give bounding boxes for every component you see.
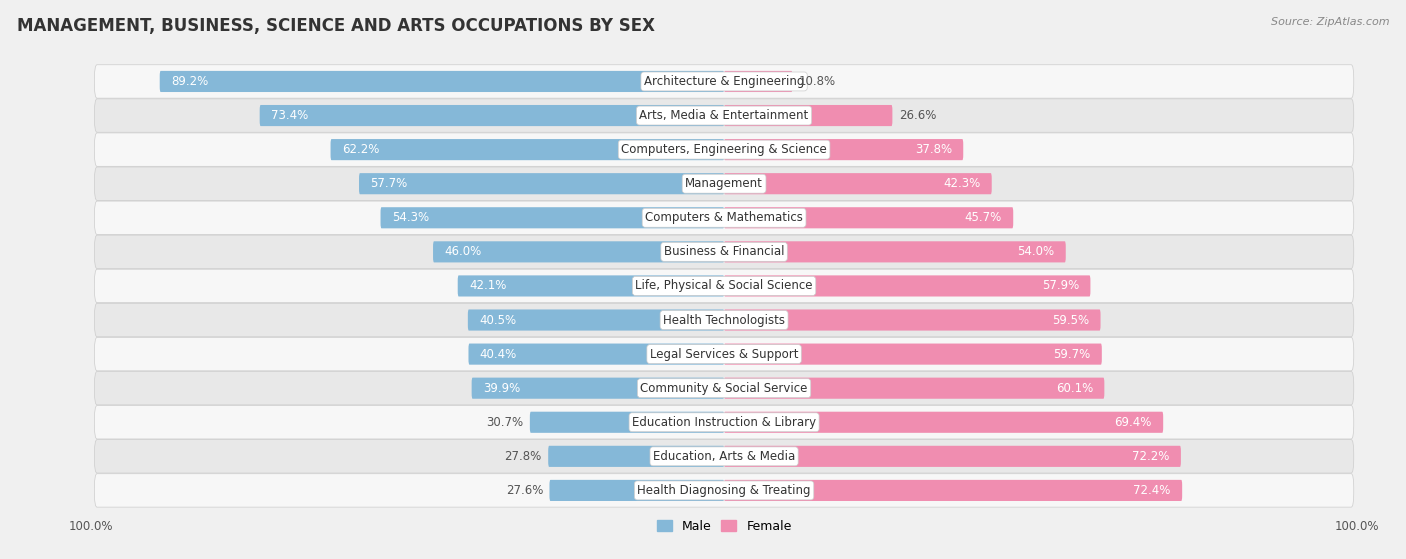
Text: Education, Arts & Media: Education, Arts & Media — [652, 450, 796, 463]
FancyBboxPatch shape — [724, 344, 1102, 364]
Text: Arts, Media & Entertainment: Arts, Media & Entertainment — [640, 109, 808, 122]
Text: MANAGEMENT, BUSINESS, SCIENCE AND ARTS OCCUPATIONS BY SEX: MANAGEMENT, BUSINESS, SCIENCE AND ARTS O… — [17, 17, 655, 35]
FancyBboxPatch shape — [94, 99, 1354, 132]
Text: 62.2%: 62.2% — [342, 143, 380, 156]
FancyBboxPatch shape — [724, 139, 963, 160]
FancyBboxPatch shape — [471, 378, 724, 399]
FancyBboxPatch shape — [724, 105, 893, 126]
Text: Life, Physical & Social Science: Life, Physical & Social Science — [636, 280, 813, 292]
FancyBboxPatch shape — [94, 133, 1354, 167]
FancyBboxPatch shape — [381, 207, 724, 228]
Text: 46.0%: 46.0% — [444, 245, 482, 258]
FancyBboxPatch shape — [724, 310, 1101, 330]
FancyBboxPatch shape — [468, 344, 724, 364]
FancyBboxPatch shape — [724, 276, 1091, 296]
FancyBboxPatch shape — [724, 241, 1066, 262]
FancyBboxPatch shape — [94, 65, 1354, 98]
Text: 59.5%: 59.5% — [1052, 314, 1090, 326]
Text: 57.7%: 57.7% — [370, 177, 408, 190]
Text: 57.9%: 57.9% — [1042, 280, 1078, 292]
FancyBboxPatch shape — [94, 338, 1354, 371]
FancyBboxPatch shape — [724, 411, 1163, 433]
FancyBboxPatch shape — [724, 207, 1014, 228]
FancyBboxPatch shape — [724, 378, 1104, 399]
FancyBboxPatch shape — [94, 167, 1354, 200]
FancyBboxPatch shape — [548, 446, 724, 467]
Text: 40.5%: 40.5% — [479, 314, 516, 326]
FancyBboxPatch shape — [458, 276, 724, 296]
FancyBboxPatch shape — [359, 173, 724, 195]
Text: 60.1%: 60.1% — [1056, 382, 1092, 395]
Text: 37.8%: 37.8% — [915, 143, 952, 156]
Text: 69.4%: 69.4% — [1115, 416, 1152, 429]
FancyBboxPatch shape — [550, 480, 724, 501]
FancyBboxPatch shape — [530, 411, 724, 433]
Text: 72.2%: 72.2% — [1132, 450, 1170, 463]
FancyBboxPatch shape — [260, 105, 724, 126]
FancyBboxPatch shape — [94, 235, 1354, 268]
FancyBboxPatch shape — [724, 480, 1182, 501]
FancyBboxPatch shape — [94, 439, 1354, 473]
FancyBboxPatch shape — [94, 473, 1354, 507]
Text: 45.7%: 45.7% — [965, 211, 1002, 224]
FancyBboxPatch shape — [94, 406, 1354, 439]
FancyBboxPatch shape — [94, 201, 1354, 234]
Text: 40.4%: 40.4% — [479, 348, 517, 361]
Text: 59.7%: 59.7% — [1053, 348, 1091, 361]
Text: Health Diagnosing & Treating: Health Diagnosing & Treating — [637, 484, 811, 497]
Text: Architecture & Engineering: Architecture & Engineering — [644, 75, 804, 88]
Legend: Male, Female: Male, Female — [651, 515, 797, 538]
Text: 26.6%: 26.6% — [898, 109, 936, 122]
FancyBboxPatch shape — [330, 139, 724, 160]
Text: 10.8%: 10.8% — [799, 75, 837, 88]
Text: 72.4%: 72.4% — [1133, 484, 1171, 497]
Text: 42.1%: 42.1% — [470, 280, 506, 292]
Text: Business & Financial: Business & Financial — [664, 245, 785, 258]
Text: Computers, Engineering & Science: Computers, Engineering & Science — [621, 143, 827, 156]
FancyBboxPatch shape — [724, 173, 991, 195]
Text: 42.3%: 42.3% — [943, 177, 980, 190]
Text: 39.9%: 39.9% — [484, 382, 520, 395]
Text: 89.2%: 89.2% — [172, 75, 208, 88]
Text: Computers & Mathematics: Computers & Mathematics — [645, 211, 803, 224]
FancyBboxPatch shape — [468, 310, 724, 330]
FancyBboxPatch shape — [94, 372, 1354, 405]
Text: 27.8%: 27.8% — [505, 450, 541, 463]
FancyBboxPatch shape — [160, 71, 724, 92]
FancyBboxPatch shape — [94, 269, 1354, 302]
Text: Source: ZipAtlas.com: Source: ZipAtlas.com — [1271, 17, 1389, 27]
FancyBboxPatch shape — [724, 446, 1181, 467]
FancyBboxPatch shape — [433, 241, 724, 262]
Text: 54.0%: 54.0% — [1017, 245, 1054, 258]
FancyBboxPatch shape — [724, 71, 793, 92]
Text: 54.3%: 54.3% — [392, 211, 429, 224]
Text: Community & Social Service: Community & Social Service — [640, 382, 808, 395]
Text: Health Technologists: Health Technologists — [664, 314, 785, 326]
Text: 30.7%: 30.7% — [486, 416, 523, 429]
Text: 27.6%: 27.6% — [506, 484, 543, 497]
FancyBboxPatch shape — [94, 304, 1354, 337]
Text: Legal Services & Support: Legal Services & Support — [650, 348, 799, 361]
Text: Management: Management — [685, 177, 763, 190]
Text: Education Instruction & Library: Education Instruction & Library — [633, 416, 815, 429]
Text: 73.4%: 73.4% — [271, 109, 308, 122]
